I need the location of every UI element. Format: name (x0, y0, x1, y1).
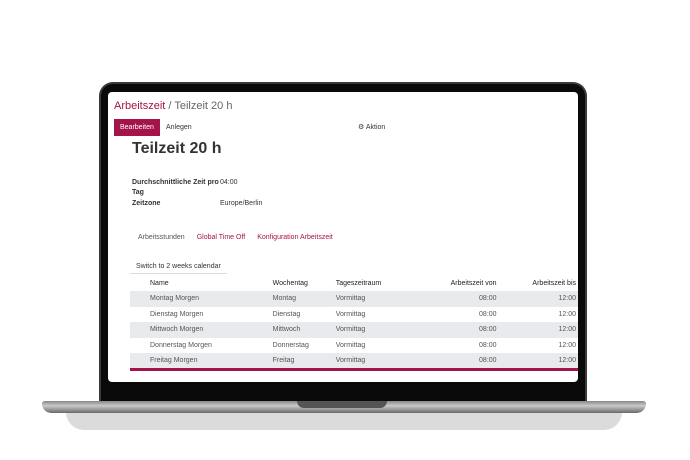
table-cell: 08:00 (479, 310, 497, 318)
col-name[interactable]: Name (150, 280, 169, 287)
table-cell: Freitag Morgen (150, 357, 198, 365)
switch-calendar-button[interactable]: Switch to 2 weeks calendar (130, 255, 227, 274)
breadcrumb: Arbeitszeit / Teilzeit 20 h (114, 100, 232, 112)
table-cell: Dienstag (272, 310, 301, 318)
table-cell: Donnerstag Morgen (150, 341, 212, 349)
table-cell: Freitag (272, 357, 295, 365)
field-value-avg-time[interactable]: 04:00 (220, 179, 238, 186)
table-cell: Vormittag (335, 295, 366, 303)
action-label: Aktion (365, 124, 386, 131)
table-row[interactable]: Donnerstag Morgen Donnerstag Vormittag 08:0… (130, 338, 578, 354)
field-value-timezone[interactable]: Europe/Berlin (220, 200, 263, 207)
table-cell: 12:00 (558, 341, 576, 349)
tab-konfiguration[interactable]: Konfiguration Arbeitszeit (257, 234, 333, 241)
field-label-avg-time: Durchschnittliche Zeit pro Tag (132, 179, 219, 196)
table-cell: Vormittag (335, 341, 366, 349)
attendance-table: Name Wochentag Tageszeitraum Arbeitszeit… (130, 276, 578, 369)
col-wochentag[interactable]: Wochentag (272, 280, 308, 287)
breadcrumb-parent[interactable]: Arbeitszeit (114, 100, 166, 112)
table-row[interactable]: Montag Morgen Montag Vormittag 08:00 12:00 (130, 291, 578, 307)
laptop-shadow (66, 412, 622, 430)
table-cell: Mittwoch (272, 326, 301, 334)
table-cell: 08:00 (479, 326, 497, 334)
table-row[interactable]: Dienstag Morgen Dienstag Vormittag 08:00 12:… (130, 307, 578, 323)
table-cell: 08:00 (479, 357, 497, 365)
table-cell: Vormittag (335, 357, 366, 365)
create-button[interactable]: Anlegen (166, 124, 192, 131)
action-menu[interactable]: ⚙ Aktion (358, 123, 385, 131)
table-cell: Montag (272, 295, 297, 303)
table-cell: Vormittag (335, 310, 366, 318)
table-cell: 12:00 (558, 326, 576, 334)
tab-arbeitsstunden[interactable]: Arbeitsstunden (138, 234, 185, 241)
table-cell: Vormittag (335, 326, 366, 334)
edit-button[interactable]: Bearbeiten (114, 119, 160, 136)
breadcrumb-separator: / (168, 100, 172, 112)
col-von[interactable]: Arbeitszeit von (450, 280, 497, 287)
col-bis[interactable]: Arbeitszeit bis (532, 280, 576, 287)
table-cell: 08:00 (479, 341, 497, 349)
laptop-screen: Arbeitszeit / Teilzeit 20 h Bearbeiten A… (108, 92, 578, 382)
laptop-notch (297, 401, 387, 408)
col-tageszeitraum[interactable]: Tageszeitraum (335, 280, 382, 287)
table-cell: Donnerstag (272, 341, 309, 349)
table-cell: 08:00 (479, 295, 497, 303)
table-cell: 12:00 (558, 357, 576, 365)
table-cell: Mittwoch Morgen (150, 326, 204, 334)
table-cell: 12:00 (558, 310, 576, 318)
table-cell: Montag Morgen (150, 295, 200, 303)
tab-global-time-off[interactable]: Global Time Off (196, 234, 246, 241)
table-footer-bar (130, 368, 578, 371)
table-row[interactable]: Mittwoch Morgen Mittwoch Vormittag 08:00 12:… (130, 322, 578, 338)
table-row[interactable]: Freitag Morgen Freitag Vormittag 08:00 12:00 (130, 353, 578, 369)
page-title: Teilzeit 20 h (132, 140, 222, 157)
notebook-tabs: Arbeitsstunden Global Time Off Konfigura… (138, 234, 333, 241)
breadcrumb-current: Teilzeit 20 h (174, 100, 233, 112)
gear-icon: ⚙ (358, 124, 365, 131)
field-label-timezone: Zeitzone (132, 200, 161, 207)
table-cell: 12:00 (558, 295, 576, 303)
table-cell: Dienstag Morgen (150, 310, 204, 318)
